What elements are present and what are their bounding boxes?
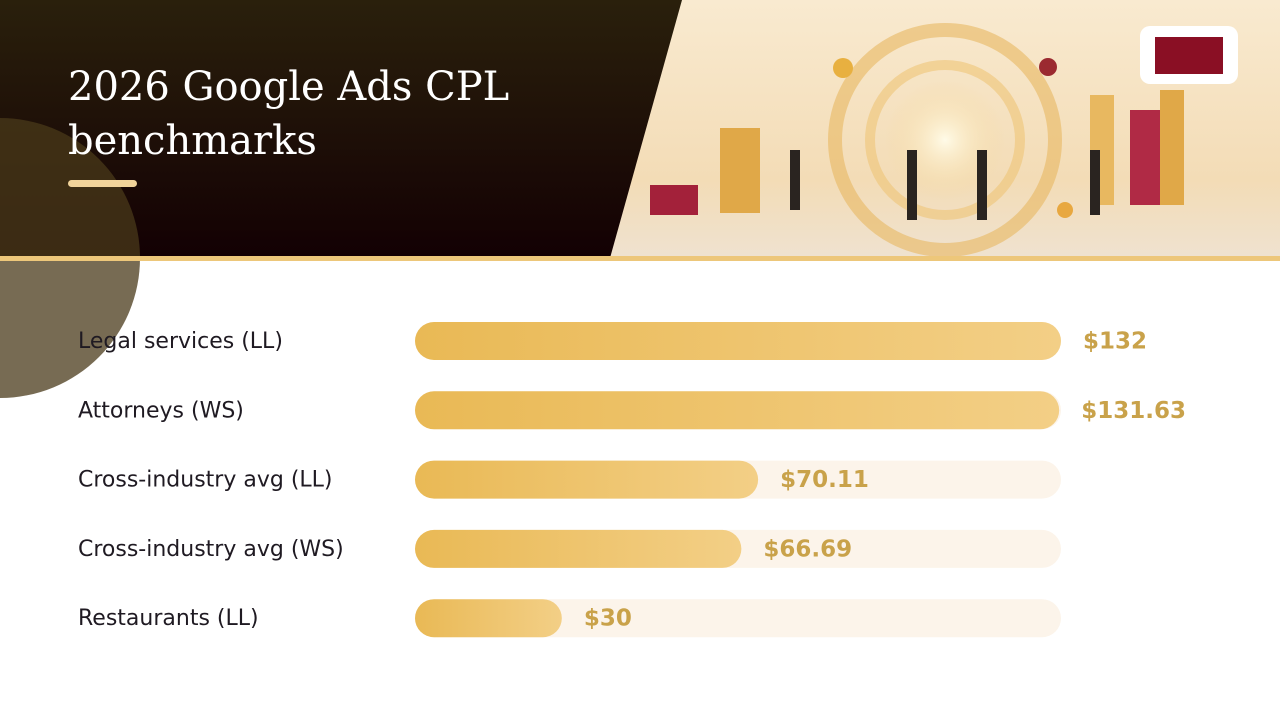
bar: [415, 391, 1060, 430]
category-label: Legal services (LL): [78, 329, 283, 354]
category-label: Restaurants (LL): [78, 606, 259, 631]
header-rule: [0, 256, 1280, 261]
bar: [415, 599, 562, 638]
value-label: $30: [584, 606, 632, 632]
category-label: Cross-industry avg (LL): [78, 468, 333, 493]
logo: [1155, 37, 1223, 74]
category-label: Attorneys (WS): [78, 398, 244, 423]
chart-title: 2026 Google Ads CPL benchmarks: [68, 64, 509, 164]
value-label: $131.63: [1081, 398, 1186, 424]
bar: [415, 529, 742, 568]
title-underline: [68, 180, 137, 187]
bar: [415, 322, 1061, 360]
header-panel: [0, 0, 682, 258]
value-label: $132: [1083, 329, 1147, 355]
bar-track: [415, 599, 1061, 638]
value-label: $66.69: [763, 536, 852, 562]
value-label: $70.11: [780, 467, 869, 493]
category-label: Cross-industry avg (WS): [78, 537, 344, 562]
bar: [415, 460, 759, 499]
